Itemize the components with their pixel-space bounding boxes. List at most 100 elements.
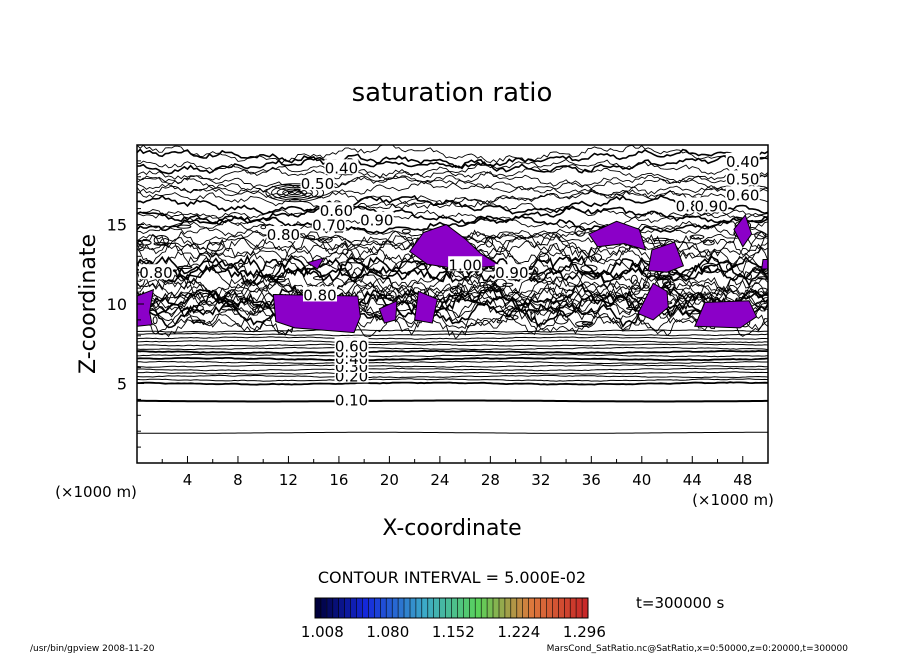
supersaturated-region — [272, 293, 361, 334]
contour-label-bg — [311, 216, 346, 232]
colorbar-label: 1.224 — [497, 623, 540, 641]
footer-left: /usr/bin/gpview 2008-11-20 — [30, 644, 155, 654]
contour-line — [137, 180, 768, 200]
colorbar-frame — [314, 597, 589, 619]
colorbar-cell — [528, 598, 535, 618]
chart-title: saturation ratio — [352, 78, 553, 108]
colorbar-cell — [546, 598, 553, 618]
contour-line — [456, 284, 465, 296]
supersaturated-region — [761, 259, 768, 270]
contour-line — [550, 301, 561, 310]
supersaturated-region — [306, 257, 325, 270]
contour-line — [265, 183, 325, 203]
contour-line — [137, 205, 768, 226]
contour-line — [177, 265, 193, 269]
contour-line — [192, 304, 204, 312]
contour-line — [700, 262, 719, 274]
contour-label: 0.90 — [695, 197, 728, 215]
y-axis-ticks: 5 10 15 — [107, 160, 144, 448]
contour-line — [137, 329, 768, 333]
contour-line — [496, 320, 503, 324]
contour-line — [137, 148, 768, 169]
contour-line — [449, 285, 463, 295]
contour-label-bg — [494, 264, 529, 280]
contour-line — [642, 281, 650, 289]
colorbar — [314, 598, 589, 618]
contour-line — [220, 306, 237, 311]
contour-label: 0.80 — [139, 264, 172, 282]
contour-line — [271, 184, 319, 201]
colorbar-cell — [499, 598, 505, 618]
x-tick-label: 12 — [279, 471, 298, 489]
colorbar-cell — [404, 598, 410, 618]
contour-line — [137, 239, 152, 246]
contour-line — [757, 287, 768, 296]
contour-line — [137, 332, 768, 337]
colorbar-cell — [516, 598, 523, 618]
colorbar-cell — [493, 598, 499, 618]
contour-label: 0.90 — [495, 264, 528, 282]
contour-line — [137, 339, 768, 344]
y-axis-label: Z-coordinate — [76, 234, 101, 374]
contour-line — [725, 263, 733, 271]
contour-line — [181, 307, 190, 317]
colorbar-label: 1.080 — [366, 623, 409, 641]
x-tick-label: 32 — [531, 471, 550, 489]
contour-line — [502, 282, 514, 287]
contour-label-bg — [725, 152, 760, 168]
contour-line — [287, 190, 302, 196]
contour-line — [137, 283, 768, 315]
colorbar-cell — [475, 598, 482, 618]
contour-line — [137, 274, 768, 304]
contour-line — [137, 209, 768, 230]
contour-line — [137, 431, 768, 434]
colorbar-cell — [481, 598, 488, 618]
time-label: t=300000 s — [636, 594, 724, 612]
contour-line — [137, 343, 768, 347]
contour-line — [642, 269, 652, 278]
colorbar-cell — [427, 598, 434, 618]
supersaturated-region — [733, 213, 753, 248]
contour-line — [153, 242, 169, 246]
colorbar-labels: 1.008 1.080 1.152 1.224 1.296 — [301, 623, 606, 641]
contour-label-bg — [302, 286, 337, 302]
colorbar-cell — [552, 598, 559, 618]
contour-label: 0.40 — [726, 153, 759, 171]
supersaturated-region — [414, 290, 438, 324]
contour-line — [276, 186, 313, 199]
contour-labels: 0.100.200.300.400.500.600.400.500.600.80… — [138, 152, 760, 409]
contour-line — [337, 261, 353, 272]
contour-line — [505, 314, 519, 321]
colorbar-cell — [332, 598, 339, 618]
contour-line — [137, 399, 768, 403]
contour-line — [191, 319, 206, 323]
colorbar-cell — [510, 598, 517, 618]
contour-line — [532, 275, 541, 281]
supersaturated-region — [637, 282, 669, 321]
contour-line — [530, 310, 536, 321]
contour-label: 1.00 — [448, 256, 481, 274]
colorbar-cell — [344, 598, 351, 618]
x-tick-label: 20 — [380, 471, 399, 489]
contour-line — [590, 253, 603, 262]
x-tick-label: 16 — [329, 471, 348, 489]
colorbar-cell — [433, 598, 440, 618]
contour-line — [238, 262, 244, 268]
x-tick-label: 44 — [683, 471, 702, 489]
colorbar-label: 1.152 — [432, 623, 475, 641]
x-axis-ticks: 4 8 12 16 20 24 28 32 36 40 44 48 — [161, 456, 752, 489]
colorbar-cell — [421, 598, 428, 618]
contour-line — [137, 381, 768, 386]
contour-line — [746, 273, 752, 280]
y-tick-label: 5 — [117, 375, 127, 394]
contour-line — [580, 264, 598, 273]
contour-label-bg — [448, 256, 483, 272]
contour-line — [137, 158, 768, 180]
supersaturation-fill — [137, 213, 768, 334]
colorbar-cell — [380, 598, 387, 618]
contour-label: 0.60 — [335, 337, 368, 355]
colorbar-cell — [338, 598, 345, 618]
contour-line — [631, 284, 641, 295]
contour-line — [260, 225, 267, 230]
